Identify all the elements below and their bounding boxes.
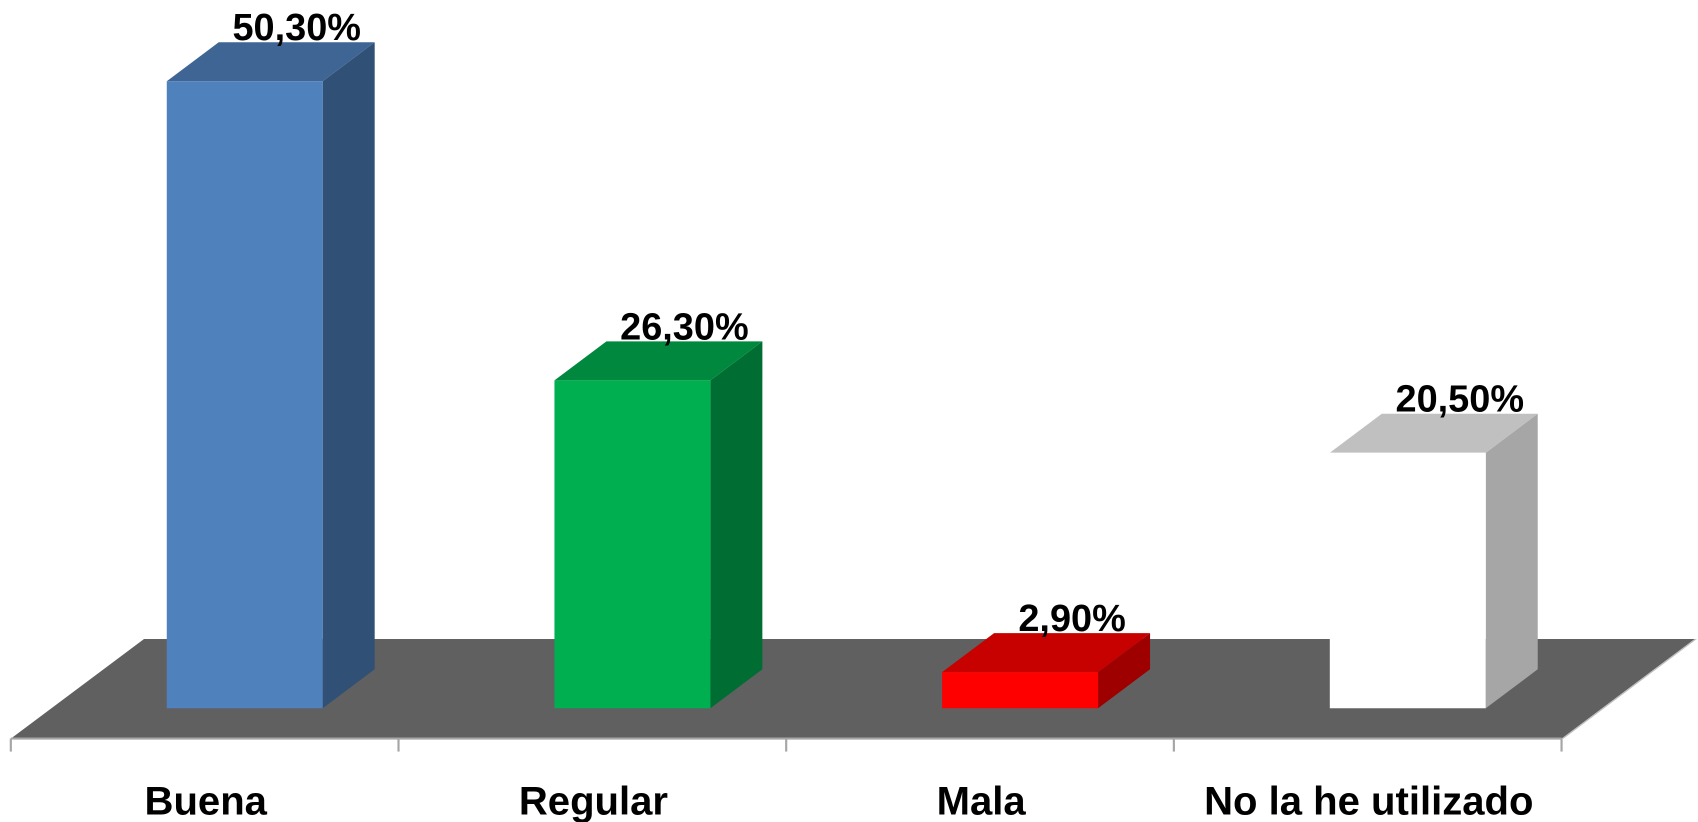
x-tick-label: Regular <box>519 779 668 822</box>
bar-top <box>554 341 763 381</box>
bar <box>554 380 711 709</box>
floor-edge <box>1561 638 1697 739</box>
bar-top <box>942 633 1151 673</box>
x-tick-label: Buena <box>145 779 268 822</box>
value-label: 2,90% <box>1018 598 1125 640</box>
x-tick-label: Mala <box>937 779 1027 822</box>
value-label: 26,30% <box>620 306 749 348</box>
bars <box>166 42 1538 709</box>
bar <box>942 672 1099 709</box>
bar-side <box>322 42 375 709</box>
bar-top <box>1329 413 1538 453</box>
value-label: 50,30% <box>232 7 361 49</box>
bar <box>166 81 323 709</box>
bar <box>1329 452 1486 709</box>
value-label: 20,50% <box>1396 379 1525 421</box>
bar-side <box>710 341 763 709</box>
floor <box>9 638 1697 752</box>
bar-side <box>1098 633 1151 709</box>
bar-top <box>166 42 375 82</box>
floor-plane <box>10 638 1695 739</box>
bar-side <box>1485 413 1538 709</box>
x-tick-label: No la he utilizado <box>1204 779 1533 822</box>
labels: 50,30% Buena 26,30% Regular 2,90% Mala 20,50% N… <box>145 7 1534 822</box>
